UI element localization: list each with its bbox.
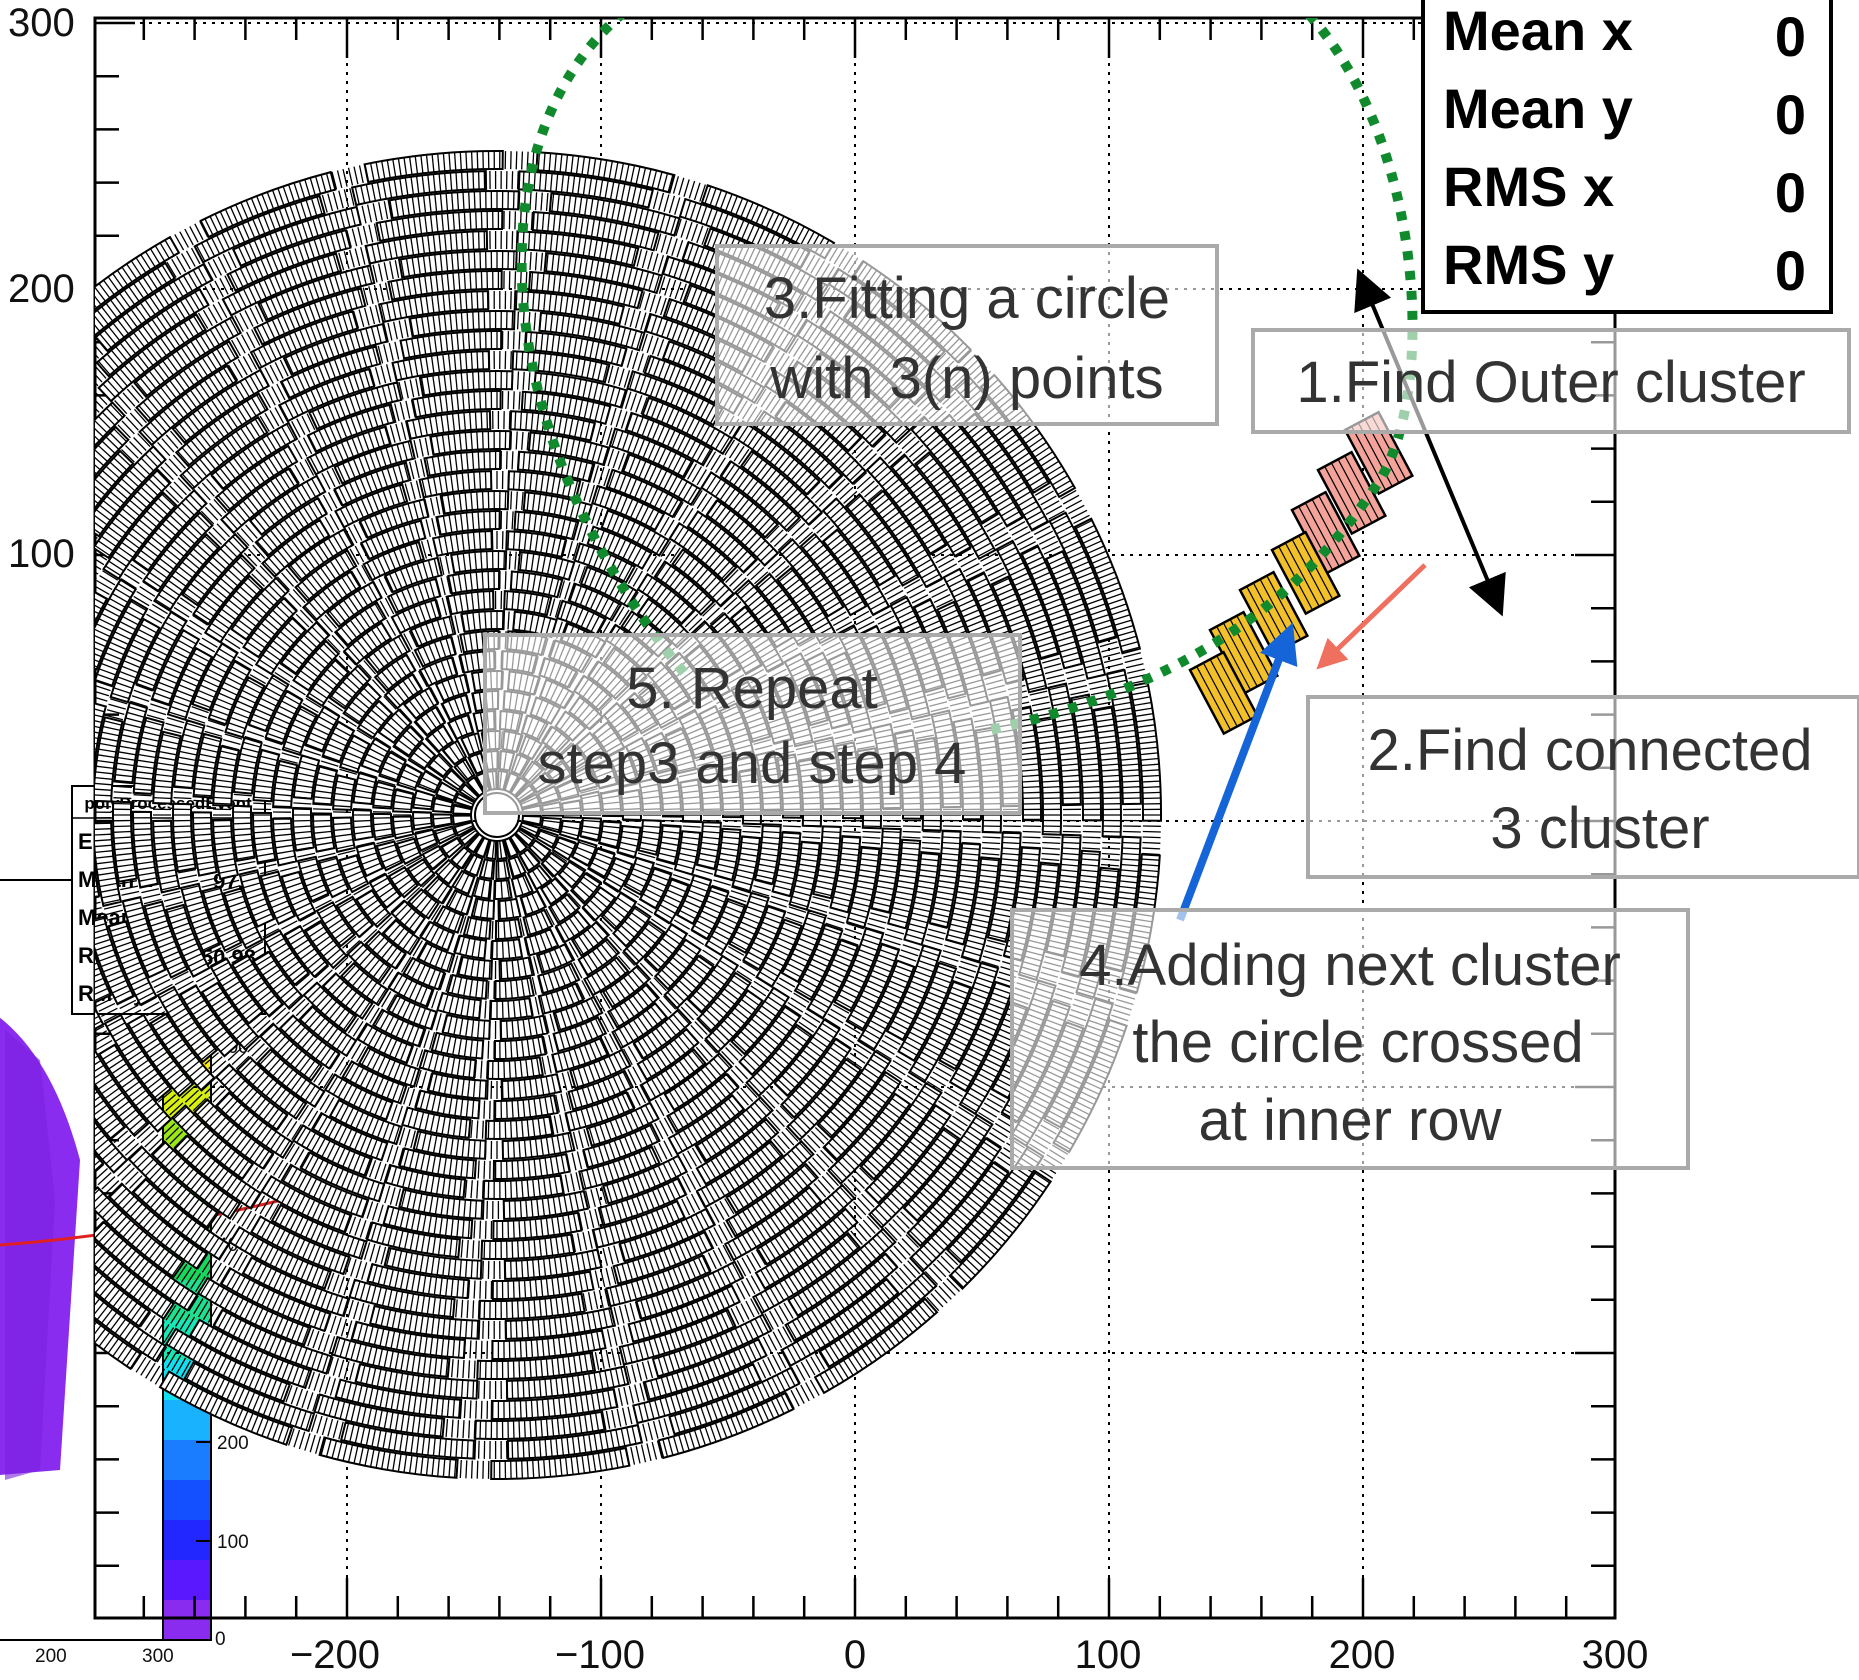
main-stats-label: Mean y	[1443, 77, 1633, 140]
y-tick-label: 300	[8, 1, 75, 45]
y-tick-label: 200	[8, 267, 75, 311]
step2-line1: 2.Find connected	[1368, 718, 1813, 783]
main-stats-value: 0	[1775, 161, 1806, 224]
x-tick-label: 300	[1582, 1633, 1649, 1677]
cluster-pad	[1188, 650, 1260, 736]
step5-line2: step3 and step 4	[538, 731, 967, 796]
colorbar-tick-100: 100	[217, 1532, 249, 1553]
inset-x-tick-200: 200	[35, 1646, 67, 1667]
annotation-step4: 4.Adding next cluster the circle crossed…	[1010, 908, 1690, 1170]
main-stats-label: Mean x	[1443, 0, 1633, 62]
step2-line2: 3 cluster	[1490, 796, 1709, 861]
y-axis-labels: 300 200 100	[8, 1, 75, 576]
fit-circle	[516, 18, 1418, 735]
main-stats-value: 0	[1775, 239, 1806, 302]
x-tick-label: 200	[1329, 1633, 1396, 1677]
annotation-step1: 1.Find Outer cluster	[1251, 328, 1851, 434]
step3-line2: with 3(n) points	[769, 346, 1163, 411]
x-axis-labels: −200 −100 0 100 200 300	[290, 1633, 1648, 1677]
main-stats-value: 0	[1775, 5, 1806, 68]
annotation-step3: 3.Fitting a circle with 3(n) points	[715, 244, 1219, 426]
step5-line1: 5. Repeat	[626, 656, 878, 721]
x-tick-label: 100	[1075, 1633, 1142, 1677]
inset-colorbar	[162, 999, 212, 1641]
x-tick-label: −200	[290, 1633, 380, 1677]
x-tick-label: 0	[844, 1633, 866, 1677]
step4-line3: at inner row	[1198, 1088, 1502, 1153]
annotation-step5: 5. Repeat step3 and step 4	[483, 633, 1022, 815]
highlighted-clusters	[1188, 410, 1415, 736]
main-stats-label: RMS x	[1443, 155, 1614, 218]
x-tick-label: −100	[555, 1633, 645, 1677]
step3-line1: 3.Fitting a circle	[764, 266, 1170, 331]
y-tick-label: 100	[8, 532, 75, 576]
step4-line2: the circle crossed	[1132, 1010, 1583, 1075]
step1-line1: 1.Find Outer cluster	[1296, 350, 1805, 415]
main-stats-value: 0	[1775, 83, 1806, 146]
tpc-pad-plane	[95, 149, 1163, 1481]
connected-cluster-arrow	[1316, 563, 1427, 670]
inset-x-tick-300: 300	[142, 1646, 174, 1667]
annotation-step2: 2.Find connected 3 cluster	[1306, 695, 1859, 879]
next-cluster-arrow	[1176, 622, 1298, 922]
main-stats-label: RMS y	[1443, 233, 1614, 296]
colorbar-tick-200: 200	[217, 1433, 249, 1454]
step4-line1: 4.Adding next cluster	[1079, 933, 1621, 998]
colorbar-tick-0: 0	[215, 1629, 226, 1650]
inset-pad-fill	[0, 1017, 80, 1480]
main-stats-box: Mean x 0 Mean y 0 RMS x 0 RMS y 0	[1421, 0, 1833, 314]
